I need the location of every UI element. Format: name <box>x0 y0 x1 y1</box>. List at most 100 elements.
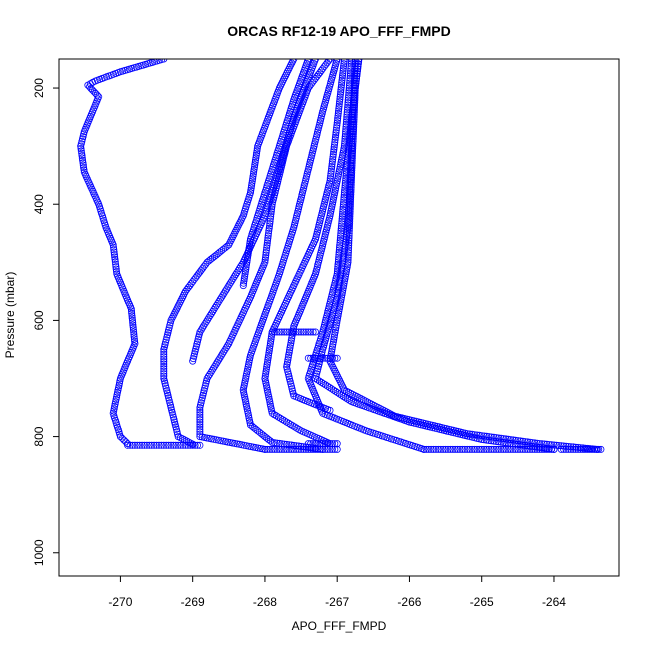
data-point <box>196 433 204 441</box>
data-point <box>490 445 498 453</box>
data-point <box>511 445 519 453</box>
data-point <box>349 137 357 145</box>
data-point <box>348 398 356 406</box>
data-point <box>116 377 124 385</box>
data-point <box>198 394 206 402</box>
data-point <box>533 445 541 453</box>
data-point <box>234 266 242 274</box>
data-point <box>339 252 347 260</box>
data-point <box>346 200 354 208</box>
data-point <box>165 324 173 332</box>
data-point <box>285 373 293 381</box>
data-point <box>128 309 136 317</box>
data-point <box>253 149 261 157</box>
data-point <box>434 445 442 453</box>
data-point <box>314 440 322 448</box>
data-point <box>247 186 255 194</box>
data-point <box>242 400 250 408</box>
data-point <box>349 135 357 143</box>
data-point <box>127 307 135 315</box>
data-point <box>252 154 260 162</box>
data-point <box>342 268 350 276</box>
data-point <box>283 445 291 453</box>
data-point <box>192 345 200 353</box>
data-point <box>248 177 256 185</box>
data-point <box>351 96 359 104</box>
data-point <box>278 440 286 448</box>
data-point <box>336 165 344 173</box>
data-point <box>349 128 357 136</box>
data-point <box>339 147 347 155</box>
data-point <box>574 443 582 451</box>
data-point <box>347 65 355 73</box>
data-point <box>162 336 170 344</box>
data-point <box>309 354 317 362</box>
data-point <box>226 438 234 446</box>
data-point <box>160 365 168 373</box>
data-point <box>333 124 341 132</box>
data-point <box>449 445 457 453</box>
data-point <box>288 385 296 393</box>
data-point <box>347 59 355 65</box>
data-point <box>321 354 329 362</box>
data-point <box>171 418 179 426</box>
data-point <box>280 445 288 453</box>
data-point <box>345 227 353 235</box>
data-point <box>344 253 352 261</box>
data-point <box>333 354 341 362</box>
data-point <box>145 441 153 449</box>
data-point <box>572 443 580 451</box>
data-point <box>345 232 353 240</box>
data-point <box>348 154 356 162</box>
data-point <box>150 441 158 449</box>
data-point <box>328 162 336 170</box>
data-point <box>196 406 204 414</box>
data-point <box>250 163 258 171</box>
data-point <box>248 182 256 190</box>
data-point <box>478 432 486 440</box>
data-point <box>160 348 168 356</box>
data-point <box>588 445 596 453</box>
data-point <box>340 198 348 206</box>
data-point <box>261 372 269 380</box>
data-point <box>167 441 175 449</box>
data-point <box>466 430 474 438</box>
data-point <box>340 196 348 204</box>
data-point <box>340 59 348 65</box>
data-point <box>128 441 136 449</box>
data-point <box>461 445 469 453</box>
data-point <box>334 312 342 320</box>
data-point <box>579 445 587 453</box>
data-point <box>524 442 532 450</box>
data-point <box>548 445 556 453</box>
data-point <box>309 445 317 453</box>
data-point <box>287 339 295 347</box>
data-point <box>284 353 292 361</box>
data-point <box>526 438 534 446</box>
data-point <box>231 439 239 447</box>
data-point <box>337 298 345 306</box>
data-point <box>332 387 340 395</box>
y-tick-label: 200 <box>32 78 46 98</box>
data-point <box>456 445 464 453</box>
data-point <box>344 246 352 254</box>
data-point <box>569 445 577 453</box>
data-point <box>196 416 204 424</box>
data-point <box>252 151 260 159</box>
data-point <box>271 445 279 453</box>
data-point <box>280 328 288 336</box>
data-point <box>266 340 274 348</box>
data-point <box>331 331 339 339</box>
data-point <box>345 236 353 244</box>
data-point <box>197 326 205 334</box>
data-point <box>243 258 251 266</box>
data-point <box>251 158 259 166</box>
data-point <box>348 149 356 157</box>
data-point <box>329 150 337 158</box>
data-point <box>332 184 340 192</box>
data-point <box>536 445 544 453</box>
data-point <box>80 166 88 174</box>
data-point <box>263 239 271 247</box>
data-point <box>420 445 428 453</box>
data-point <box>328 160 336 168</box>
